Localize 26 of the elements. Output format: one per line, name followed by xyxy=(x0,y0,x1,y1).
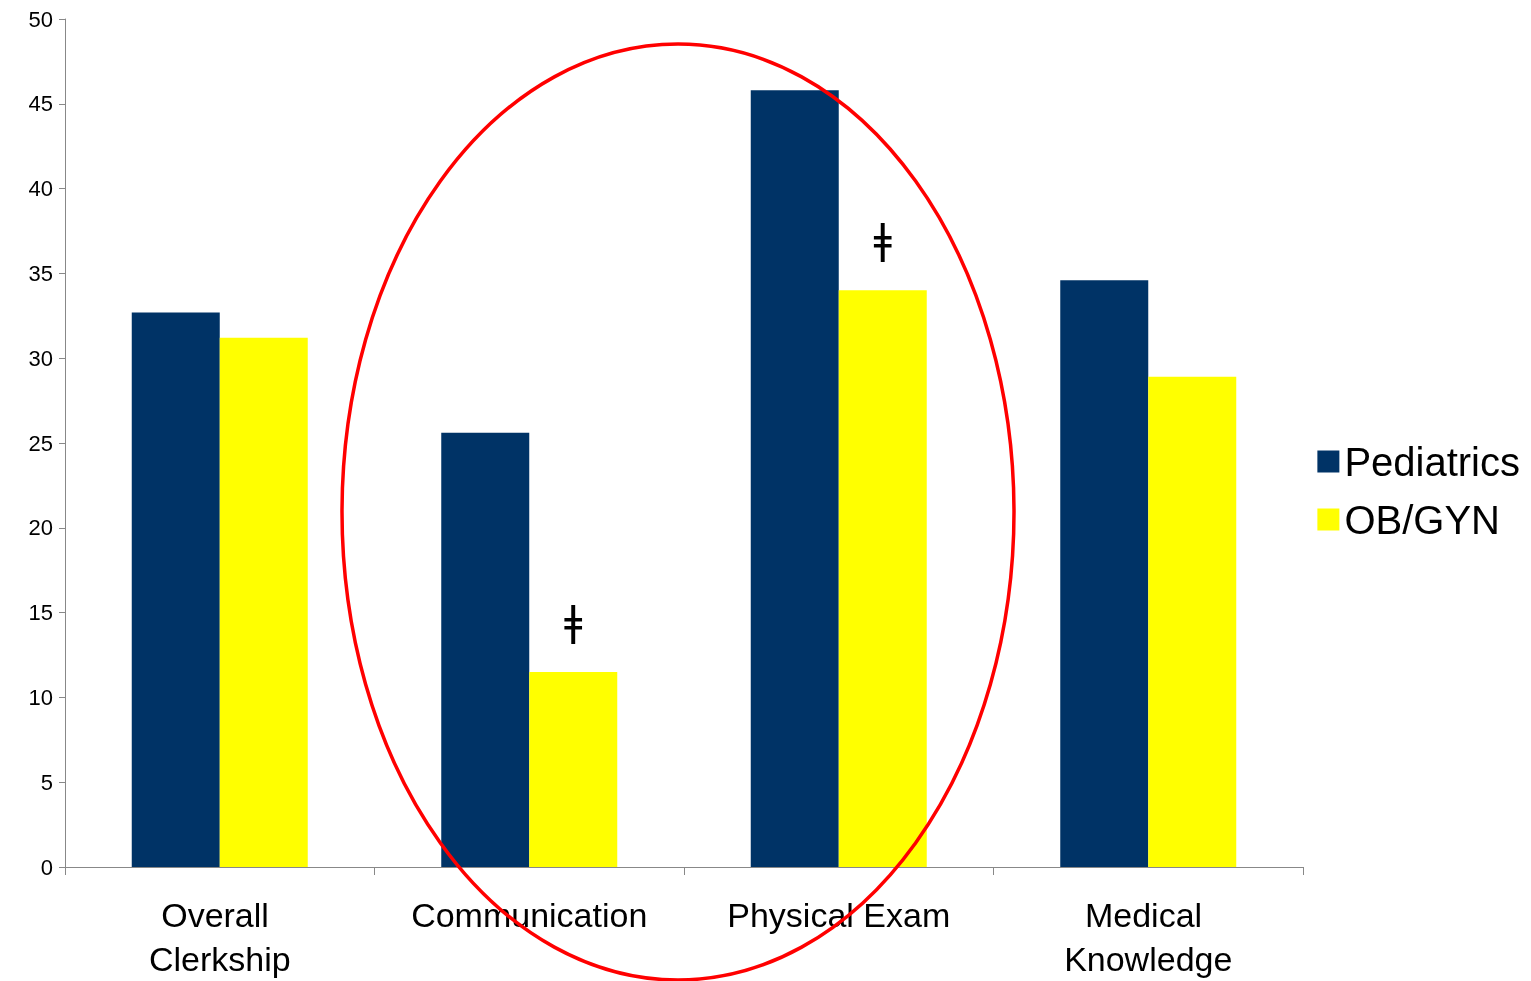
y-tick-label: 0 xyxy=(40,854,53,880)
y-tick-label: 15 xyxy=(28,600,53,626)
y-tick-label: 25 xyxy=(28,430,53,456)
annotation: ǂ xyxy=(873,216,893,263)
annotation: ǂ xyxy=(564,598,584,645)
y-tick-label: 30 xyxy=(28,345,53,371)
bar xyxy=(838,290,927,867)
legend-label: OB/GYN xyxy=(1344,497,1500,542)
bar xyxy=(1148,376,1237,867)
bar xyxy=(750,90,839,867)
x-tick-label: Overall Clerkship xyxy=(148,896,291,978)
y-tick-label: 50 xyxy=(28,6,53,32)
y-tick-label: 35 xyxy=(28,260,53,286)
bar xyxy=(131,312,220,867)
bar xyxy=(441,432,530,867)
y-tick-label: 40 xyxy=(28,176,53,202)
y-tick-label: 45 xyxy=(28,91,53,117)
bar xyxy=(529,671,618,867)
x-tick-label: Physical Exam xyxy=(727,896,951,934)
y-tick-label: 20 xyxy=(28,515,53,541)
bar xyxy=(1060,280,1149,867)
y-tick-label: 5 xyxy=(40,769,53,795)
x-tick-label: Medical Knowledge xyxy=(1064,896,1233,978)
legend-label: Pediatrics xyxy=(1344,439,1520,484)
y-tick-label: 10 xyxy=(28,684,53,710)
bar xyxy=(219,337,308,867)
